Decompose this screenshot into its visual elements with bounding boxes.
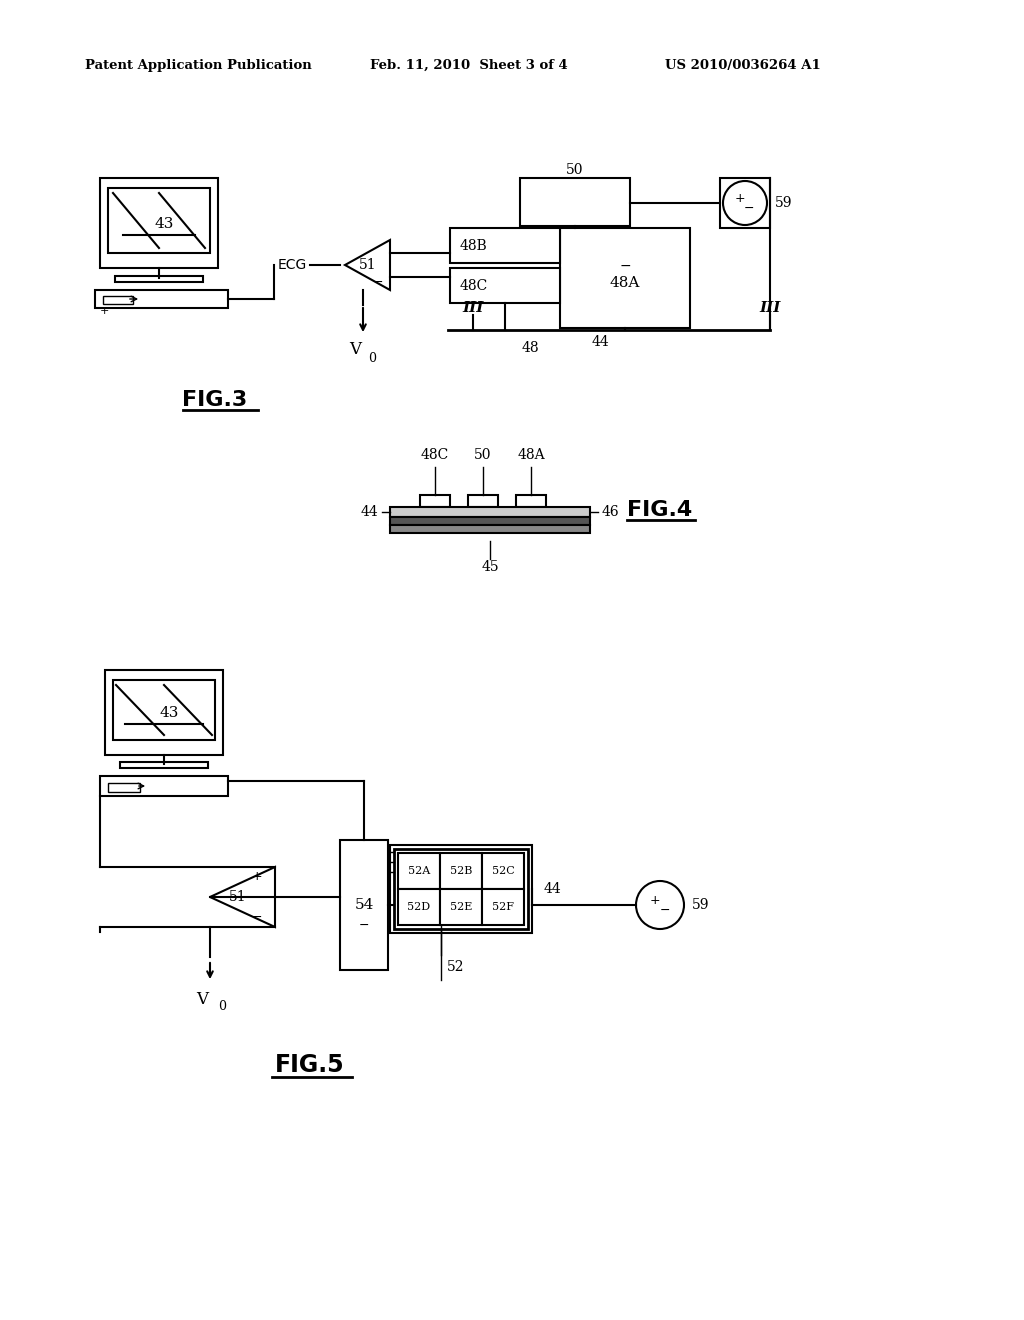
- Text: 54: 54: [354, 898, 374, 912]
- Text: US 2010/0036264 A1: US 2010/0036264 A1: [665, 58, 821, 71]
- Text: 43: 43: [155, 216, 174, 231]
- Bar: [516, 495, 546, 507]
- Text: V: V: [349, 342, 361, 359]
- Text: −: −: [620, 259, 631, 273]
- Text: +: +: [649, 895, 660, 908]
- Text: −: −: [373, 276, 383, 289]
- Text: FIG.4: FIG.4: [628, 500, 692, 520]
- Bar: [95, 290, 228, 308]
- Text: ECG: ECG: [278, 257, 306, 272]
- Text: FIG.3: FIG.3: [182, 389, 248, 411]
- Text: 48C: 48C: [460, 279, 488, 293]
- Text: +: +: [252, 870, 262, 883]
- Bar: [398, 888, 440, 925]
- Text: 48: 48: [521, 341, 539, 355]
- Text: 44: 44: [544, 882, 562, 896]
- Text: −: −: [252, 911, 262, 924]
- Bar: [100, 776, 228, 796]
- Text: 48A: 48A: [517, 447, 545, 462]
- Bar: [440, 853, 482, 888]
- Bar: [420, 495, 450, 507]
- Text: 48A: 48A: [610, 276, 640, 290]
- Text: 0: 0: [218, 1001, 226, 1014]
- Text: 0: 0: [368, 351, 376, 364]
- Text: 44: 44: [591, 335, 609, 348]
- Bar: [440, 888, 482, 925]
- Text: 43: 43: [160, 706, 178, 719]
- Text: 52C: 52C: [492, 866, 514, 876]
- Text: +: +: [734, 193, 745, 206]
- Text: 51: 51: [358, 257, 376, 272]
- Text: −: −: [743, 202, 755, 214]
- Bar: [115, 276, 203, 282]
- Bar: [560, 228, 690, 327]
- Bar: [100, 178, 218, 268]
- Bar: [520, 178, 630, 226]
- Circle shape: [723, 181, 767, 224]
- Bar: [398, 853, 440, 888]
- Bar: [482, 853, 524, 888]
- Bar: [390, 845, 532, 933]
- Bar: [390, 507, 590, 517]
- Text: +: +: [100, 306, 110, 315]
- Text: 48B: 48B: [460, 239, 487, 252]
- Text: 50: 50: [566, 162, 584, 177]
- Bar: [113, 680, 215, 741]
- Circle shape: [636, 880, 684, 929]
- Polygon shape: [210, 867, 275, 927]
- Text: 46: 46: [602, 506, 620, 519]
- Text: −: −: [358, 919, 370, 932]
- Text: 50: 50: [474, 447, 492, 462]
- Text: 44: 44: [360, 506, 378, 519]
- Text: 51: 51: [228, 890, 247, 904]
- Text: 59: 59: [692, 898, 710, 912]
- Polygon shape: [345, 240, 390, 290]
- Bar: [103, 296, 133, 304]
- Bar: [450, 268, 560, 304]
- Text: FIG.5: FIG.5: [275, 1053, 345, 1077]
- Text: 45: 45: [481, 560, 499, 574]
- Text: Feb. 11, 2010  Sheet 3 of 4: Feb. 11, 2010 Sheet 3 of 4: [370, 58, 567, 71]
- Bar: [468, 495, 498, 507]
- Text: III: III: [760, 301, 780, 315]
- Text: 59: 59: [775, 195, 793, 210]
- Text: V: V: [196, 990, 208, 1007]
- Text: −: −: [659, 903, 671, 916]
- Text: 52: 52: [447, 960, 465, 974]
- Text: 52B: 52B: [450, 866, 472, 876]
- Text: 52E: 52E: [450, 902, 472, 912]
- Bar: [108, 187, 210, 253]
- Text: 52A: 52A: [408, 866, 430, 876]
- Bar: [120, 762, 208, 768]
- Text: Patent Application Publication: Patent Application Publication: [85, 58, 311, 71]
- Text: 48C: 48C: [421, 447, 450, 462]
- Bar: [340, 840, 388, 970]
- Text: III: III: [462, 301, 483, 315]
- Bar: [450, 228, 560, 263]
- Text: 52F: 52F: [492, 902, 514, 912]
- Bar: [108, 783, 140, 792]
- Bar: [394, 849, 528, 929]
- Bar: [105, 671, 223, 755]
- Bar: [720, 178, 770, 228]
- Text: 52D: 52D: [408, 902, 430, 912]
- Bar: [390, 525, 590, 533]
- Bar: [482, 888, 524, 925]
- Bar: [390, 517, 590, 525]
